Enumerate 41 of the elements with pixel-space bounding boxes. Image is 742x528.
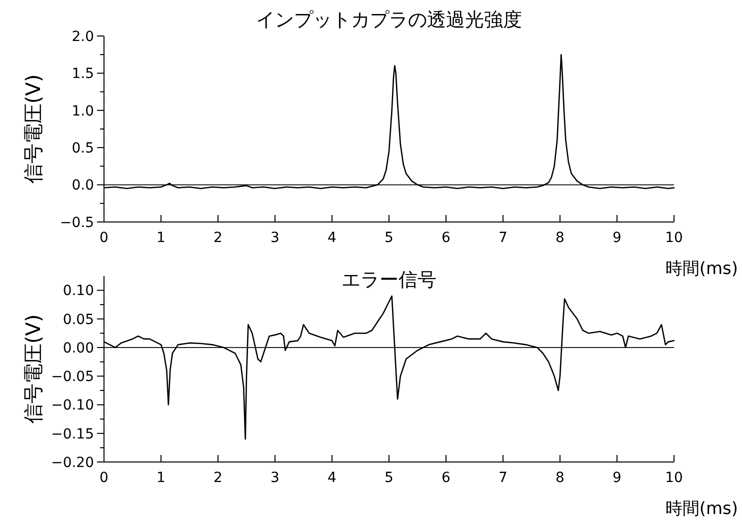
y-tick-label: 1.5 [72,66,94,82]
x-tick-label: 9 [612,470,622,486]
x-tick-label: 0 [100,470,108,486]
x-axis-title: 時間(ms) [665,499,738,519]
y-tick-label: 2.0 [72,28,94,45]
x-tick-label: 8 [556,470,564,486]
y-axis-title: 信号電圧(V) [21,314,45,424]
x-tick-label: 9 [612,230,622,246]
y-tick-label: 1.0 [72,103,94,120]
x-tick-label: 2 [214,230,222,246]
y-tick-label: −0.05 [51,369,94,386]
x-tick-label: 3 [270,470,280,486]
x-tick-label: 5 [384,230,394,246]
x-tick-label: 1 [156,230,166,246]
y-tick-label: −0.5 [60,214,94,231]
x-tick-label: 1 [156,470,166,486]
x-tick-label: 6 [442,230,451,246]
x-axis-title: 時間(ms) [665,259,738,279]
x-tick-label: 4 [328,230,337,246]
y-tick-label: 0.05 [62,312,94,328]
y-tick-label: 0.00 [62,340,94,356]
y-tick-label: −0.20 [51,454,94,471]
x-tick-label: 7 [498,230,508,246]
y-tick-label: 0.10 [62,283,94,300]
y-axis-title: 信号電圧(V) [21,74,45,184]
chart-title: エラー信号 [342,269,436,291]
y-tick-label: 0.0 [72,178,94,194]
chart-title: インプットカプラの透過光強度 [256,9,522,31]
x-tick-label: 8 [556,230,564,246]
x-tick-label: 4 [328,470,337,486]
x-tick-label: 3 [270,230,280,246]
x-tick-label: 7 [498,470,508,486]
x-tick-label: 6 [442,470,451,486]
x-tick-label: 10 [665,470,683,486]
x-tick-label: 10 [665,230,683,246]
y-tick-label: 0.5 [72,140,94,156]
y-tick-label: −0.15 [51,426,94,442]
x-tick-label: 0 [100,230,108,246]
x-tick-label: 5 [384,470,394,486]
y-tick-label: −0.10 [51,398,94,414]
x-tick-label: 2 [214,470,222,486]
